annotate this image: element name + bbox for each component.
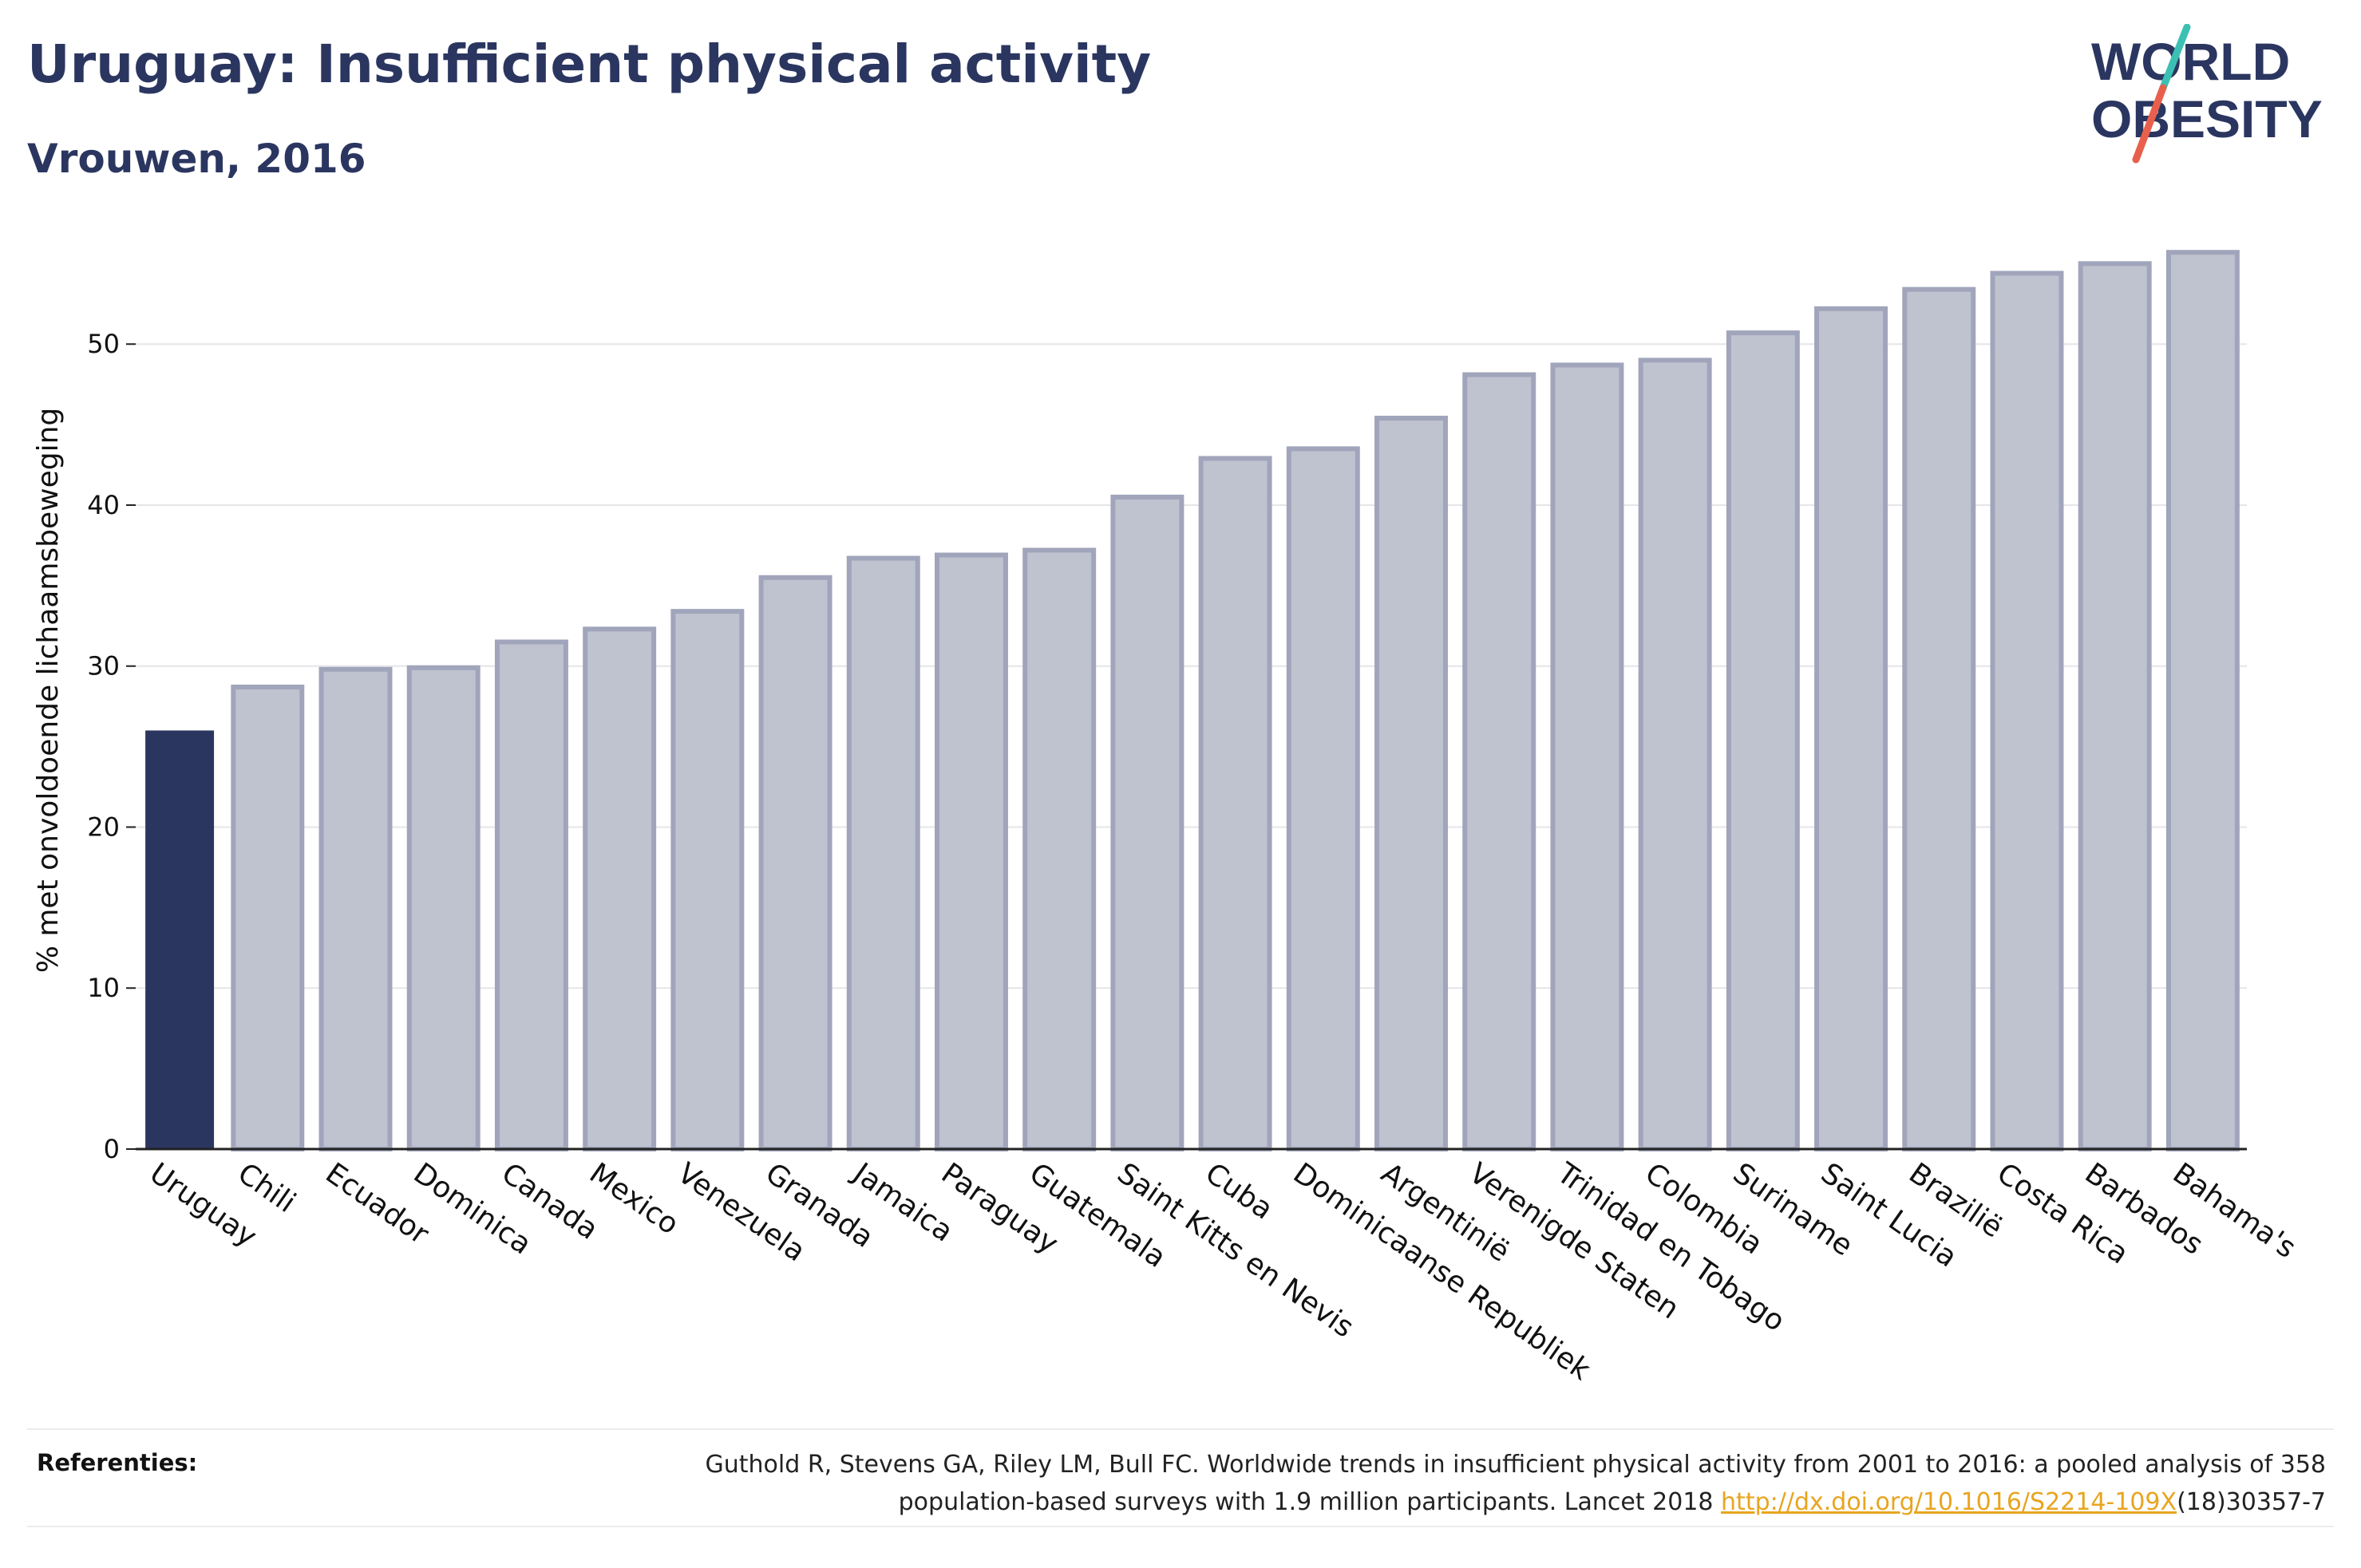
bar-chili — [231, 684, 305, 1151]
bar-costa-rica — [1990, 271, 2064, 1151]
bars — [145, 250, 2240, 1152]
bar-bahama-s — [2165, 250, 2240, 1152]
y-tick-label: 20 — [87, 812, 120, 842]
reference-line-2: population-based surveys with 1.9 millio… — [898, 1488, 1722, 1516]
logo-slash-teal — [2159, 24, 2191, 92]
bar-canada — [494, 639, 568, 1151]
bar-jamaica — [846, 555, 920, 1151]
bar-venezuela — [670, 609, 745, 1151]
bar-dominicaanse-republiek — [1286, 446, 1360, 1151]
reference-line-1: Guthold R, Stevens GA, Riley LM, Bull FC… — [705, 1451, 2326, 1479]
axes — [126, 343, 2247, 1151]
y-tick-label: 50 — [87, 329, 120, 359]
bar-barbados — [2078, 261, 2152, 1152]
y-axis-title: % met onvoldoende lichaamsbeweging — [32, 408, 65, 974]
y-tick-label: 0 — [104, 1134, 120, 1164]
bar-ecuador — [318, 666, 393, 1151]
reference-doi-link[interactable]: http://dx.doi.org/10.1016/S2214-109X — [1721, 1488, 2177, 1516]
bar-saint-kitts-en-nevis — [1110, 494, 1184, 1151]
bar-argentini- — [1374, 416, 1449, 1151]
world-obesity-logo: WORLD OBESITY — [2091, 24, 2323, 164]
y-tick-label: 10 — [87, 973, 120, 1003]
footer-divider-top — [27, 1428, 2334, 1430]
bar-colombia — [1638, 357, 1712, 1151]
bar-dominica — [406, 665, 481, 1151]
bar-cuba — [1198, 456, 1272, 1151]
bar-paraguay — [934, 552, 1008, 1151]
grid-lines — [136, 343, 2247, 989]
bar-uruguay — [145, 730, 215, 1149]
references-label: Referenties: — [37, 1449, 198, 1476]
logo-slash-coral — [2132, 84, 2167, 164]
bar-trinidad-en-tobago — [1550, 362, 1624, 1152]
y-tick-label: 40 — [87, 490, 120, 520]
bar-mexico — [583, 626, 657, 1151]
x-tick-label: Chili — [231, 1157, 301, 1219]
footer-divider-bottom — [27, 1526, 2334, 1527]
bar-brazili- — [1902, 286, 1976, 1151]
chart-title: Uruguay: Insufficient physical activity — [27, 34, 1152, 95]
logo-text-obesity: OBESITY — [2091, 89, 2323, 148]
chart-subtitle: Vrouwen, 2016 — [27, 136, 366, 182]
x-tick-label: Mexico — [583, 1157, 684, 1242]
bar-saint-lucia — [1814, 306, 1888, 1151]
bar-suriname — [1726, 330, 1800, 1151]
reference-line-2-end: (18)30357-7 — [2177, 1488, 2326, 1516]
y-tick-label: 30 — [87, 651, 120, 681]
bar-granada — [758, 575, 832, 1151]
references-text: Guthold R, Stevens GA, Riley LM, Bull FC… — [490, 1446, 2326, 1521]
bar-verenigde-staten — [1462, 372, 1536, 1151]
bar-guatemala — [1022, 547, 1097, 1151]
logo-text-world: WORLD — [2091, 32, 2290, 91]
